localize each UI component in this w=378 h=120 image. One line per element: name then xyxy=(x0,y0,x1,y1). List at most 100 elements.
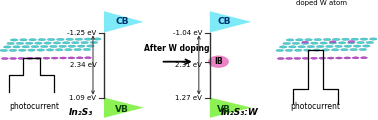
Circle shape xyxy=(338,42,346,44)
Circle shape xyxy=(304,49,311,51)
Text: CB: CB xyxy=(115,17,129,26)
Text: After W doping: After W doping xyxy=(144,44,210,53)
Text: 1.09 eV: 1.09 eV xyxy=(70,95,96,101)
Circle shape xyxy=(292,42,300,45)
Circle shape xyxy=(25,42,33,44)
Text: 1.27 eV: 1.27 eV xyxy=(175,95,202,101)
Circle shape xyxy=(47,38,55,41)
Circle shape xyxy=(366,41,373,44)
Circle shape xyxy=(53,42,61,44)
Circle shape xyxy=(9,49,17,51)
Circle shape xyxy=(46,49,54,51)
Circle shape xyxy=(77,45,85,47)
Circle shape xyxy=(66,38,73,40)
Circle shape xyxy=(76,57,83,59)
Circle shape xyxy=(322,49,330,51)
Circle shape xyxy=(10,39,18,41)
Circle shape xyxy=(75,38,83,40)
Circle shape xyxy=(301,42,309,44)
Text: In₂S₃:W: In₂S₃:W xyxy=(221,108,259,117)
Circle shape xyxy=(43,57,50,59)
Circle shape xyxy=(305,39,312,41)
Circle shape xyxy=(344,45,352,47)
Circle shape xyxy=(286,57,293,60)
Circle shape xyxy=(316,45,324,48)
Circle shape xyxy=(84,38,92,40)
Circle shape xyxy=(342,38,349,40)
Circle shape xyxy=(294,49,302,51)
Circle shape xyxy=(330,41,336,43)
Text: VB: VB xyxy=(115,105,129,114)
Text: In₂S₃: In₂S₃ xyxy=(69,108,93,117)
Text: -1.04 eV: -1.04 eV xyxy=(173,30,202,36)
Circle shape xyxy=(37,49,45,51)
Circle shape xyxy=(60,57,67,59)
Circle shape xyxy=(283,42,290,45)
Circle shape xyxy=(307,45,314,48)
Circle shape xyxy=(361,57,367,59)
Circle shape xyxy=(94,38,101,40)
Circle shape xyxy=(344,57,351,59)
Circle shape xyxy=(35,42,42,44)
Circle shape xyxy=(16,42,24,45)
Circle shape xyxy=(314,39,322,41)
Text: photocurrent: photocurrent xyxy=(9,102,59,111)
Circle shape xyxy=(13,46,20,48)
Circle shape xyxy=(296,39,303,41)
Text: VB: VB xyxy=(217,105,231,114)
Polygon shape xyxy=(210,11,251,33)
Circle shape xyxy=(360,38,368,40)
Circle shape xyxy=(319,57,326,59)
Circle shape xyxy=(83,48,91,51)
Circle shape xyxy=(65,49,72,51)
Polygon shape xyxy=(104,98,144,118)
Circle shape xyxy=(19,49,26,51)
Circle shape xyxy=(74,48,82,51)
Circle shape xyxy=(279,46,287,48)
Circle shape xyxy=(357,42,364,44)
Circle shape xyxy=(350,48,358,51)
Circle shape xyxy=(277,57,284,60)
Circle shape xyxy=(0,49,8,52)
Circle shape xyxy=(327,57,334,59)
Circle shape xyxy=(302,57,309,59)
Circle shape xyxy=(298,46,305,48)
Circle shape xyxy=(10,57,17,60)
Circle shape xyxy=(71,42,79,44)
Circle shape xyxy=(353,45,361,47)
Circle shape xyxy=(85,57,91,59)
Text: 2.31 eV: 2.31 eV xyxy=(175,62,202,68)
Circle shape xyxy=(285,49,293,51)
Circle shape xyxy=(329,42,337,44)
Circle shape xyxy=(59,45,67,47)
Text: IB: IB xyxy=(214,57,223,66)
Circle shape xyxy=(50,45,57,48)
Circle shape xyxy=(289,46,296,48)
Circle shape xyxy=(313,49,321,51)
Circle shape xyxy=(57,38,64,41)
Circle shape xyxy=(87,45,94,47)
Circle shape xyxy=(341,49,348,51)
Circle shape xyxy=(276,49,284,52)
Circle shape xyxy=(311,42,318,44)
Circle shape xyxy=(44,42,51,44)
Circle shape xyxy=(336,57,342,59)
Circle shape xyxy=(363,45,370,47)
Circle shape xyxy=(38,39,46,41)
Text: -1.25 eV: -1.25 eV xyxy=(67,30,96,36)
Circle shape xyxy=(320,42,327,44)
Circle shape xyxy=(20,39,27,41)
Circle shape xyxy=(31,45,39,48)
Text: 2.34 eV: 2.34 eV xyxy=(70,62,96,68)
Circle shape xyxy=(3,46,11,48)
Polygon shape xyxy=(104,11,144,33)
Circle shape xyxy=(40,45,48,48)
Circle shape xyxy=(332,49,339,51)
Polygon shape xyxy=(210,98,251,118)
Circle shape xyxy=(347,42,355,44)
Circle shape xyxy=(68,45,76,47)
Circle shape xyxy=(323,38,331,41)
Circle shape xyxy=(26,57,33,59)
Text: doped W atom: doped W atom xyxy=(296,0,347,6)
Circle shape xyxy=(18,57,25,59)
